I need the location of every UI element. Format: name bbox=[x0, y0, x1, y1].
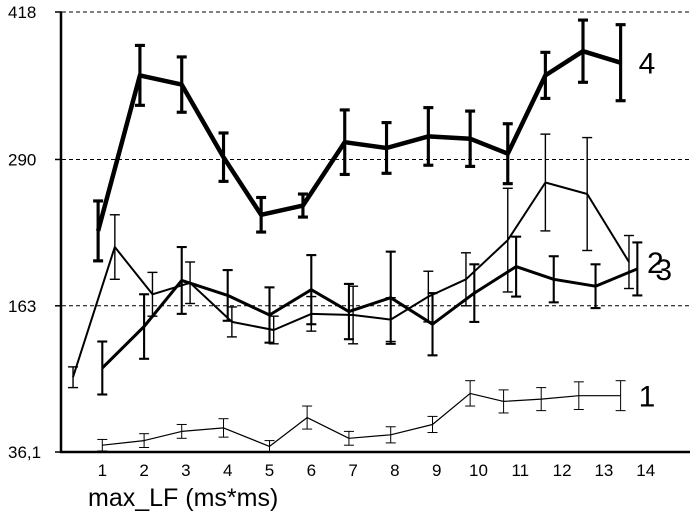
error-bar bbox=[176, 423, 187, 439]
series-2: 2 bbox=[68, 133, 664, 389]
error-bar bbox=[623, 234, 634, 290]
error-bar bbox=[339, 108, 350, 177]
y-tick-label: 290 bbox=[8, 150, 36, 169]
error-bar bbox=[498, 389, 509, 414]
x-axis-ticks: 1 2 3 4 5 6 7 8 9 10 11 12 13 14 bbox=[98, 461, 656, 480]
error-bar bbox=[540, 133, 551, 232]
error-bar bbox=[615, 23, 626, 103]
error-bar bbox=[97, 340, 108, 396]
error-bar bbox=[582, 136, 593, 252]
x-tick-label: 1 bbox=[98, 461, 107, 480]
error-bar bbox=[139, 433, 150, 449]
series-line bbox=[95, 48, 622, 232]
x-tick-label: 14 bbox=[636, 461, 655, 480]
y-tick-label: 36,1 bbox=[8, 443, 41, 462]
error-bar bbox=[264, 286, 275, 344]
error-bar bbox=[536, 387, 547, 412]
error-bar bbox=[502, 187, 513, 293]
series-line bbox=[102, 392, 621, 447]
x-axis-label: max_LF (ms*ms) bbox=[88, 484, 278, 512]
error-bar bbox=[264, 440, 275, 453]
y-axis-ticks: 36,1 163 290 418 bbox=[8, 3, 62, 462]
error-bar bbox=[297, 192, 308, 219]
error-bar bbox=[343, 282, 354, 341]
error-bar bbox=[381, 121, 392, 175]
y-tick-label: 418 bbox=[8, 3, 36, 22]
error-bar bbox=[469, 263, 480, 323]
series-group: 1 23 4 bbox=[68, 18, 672, 453]
error-bar bbox=[460, 252, 471, 307]
x-tick-label: 4 bbox=[223, 461, 232, 480]
series-label: 2 bbox=[647, 247, 664, 280]
error-bar bbox=[573, 381, 584, 410]
series-3: 3 bbox=[97, 235, 672, 396]
x-tick-label: 5 bbox=[265, 461, 274, 480]
error-bar bbox=[465, 109, 476, 168]
error-bar bbox=[68, 366, 79, 389]
error-bar bbox=[465, 380, 476, 407]
error-bar bbox=[306, 254, 317, 326]
error-bar bbox=[256, 195, 267, 234]
error-bar bbox=[385, 250, 396, 345]
x-tick-label: 13 bbox=[594, 461, 613, 480]
error-bar bbox=[540, 50, 551, 100]
series-line bbox=[101, 265, 638, 370]
error-bar bbox=[222, 269, 233, 322]
error-bar bbox=[134, 43, 145, 107]
error-bar bbox=[109, 214, 120, 280]
error-bar bbox=[502, 122, 513, 186]
error-bar bbox=[578, 18, 588, 84]
error-bar bbox=[302, 405, 313, 430]
x-tick-label: 2 bbox=[139, 461, 148, 480]
error-bar bbox=[139, 293, 150, 360]
x-tick-label: 6 bbox=[307, 461, 316, 480]
x-tick-label: 9 bbox=[432, 461, 441, 480]
series-label: 1 bbox=[639, 381, 656, 414]
error-bar bbox=[511, 235, 522, 298]
error-bar bbox=[427, 292, 438, 357]
error-bar bbox=[176, 55, 187, 114]
error-bar bbox=[548, 255, 559, 304]
error-bar bbox=[343, 430, 354, 446]
x-tick-label: 11 bbox=[511, 461, 529, 480]
error-bar bbox=[385, 426, 396, 444]
x-tick-label: 12 bbox=[553, 461, 572, 480]
error-bar bbox=[93, 199, 104, 263]
error-bar bbox=[590, 263, 601, 310]
error-bar bbox=[427, 415, 438, 434]
error-bar bbox=[632, 241, 643, 297]
x-tick-label: 8 bbox=[390, 461, 399, 480]
error-bar bbox=[615, 380, 626, 412]
y-tick-label: 163 bbox=[8, 297, 36, 316]
series-label: 3 bbox=[655, 254, 672, 287]
error-bar bbox=[176, 245, 187, 315]
axes bbox=[59, 12, 690, 454]
error-bar bbox=[218, 418, 229, 438]
series-4: 4 bbox=[93, 18, 656, 263]
x-tick-label: 3 bbox=[181, 461, 190, 480]
series-1: 1 bbox=[97, 380, 656, 453]
error-bar bbox=[218, 131, 229, 183]
series-label: 4 bbox=[639, 48, 656, 81]
error-bar bbox=[423, 106, 434, 167]
x-tick-label: 7 bbox=[348, 461, 357, 480]
x-tick-label: 10 bbox=[469, 461, 488, 480]
